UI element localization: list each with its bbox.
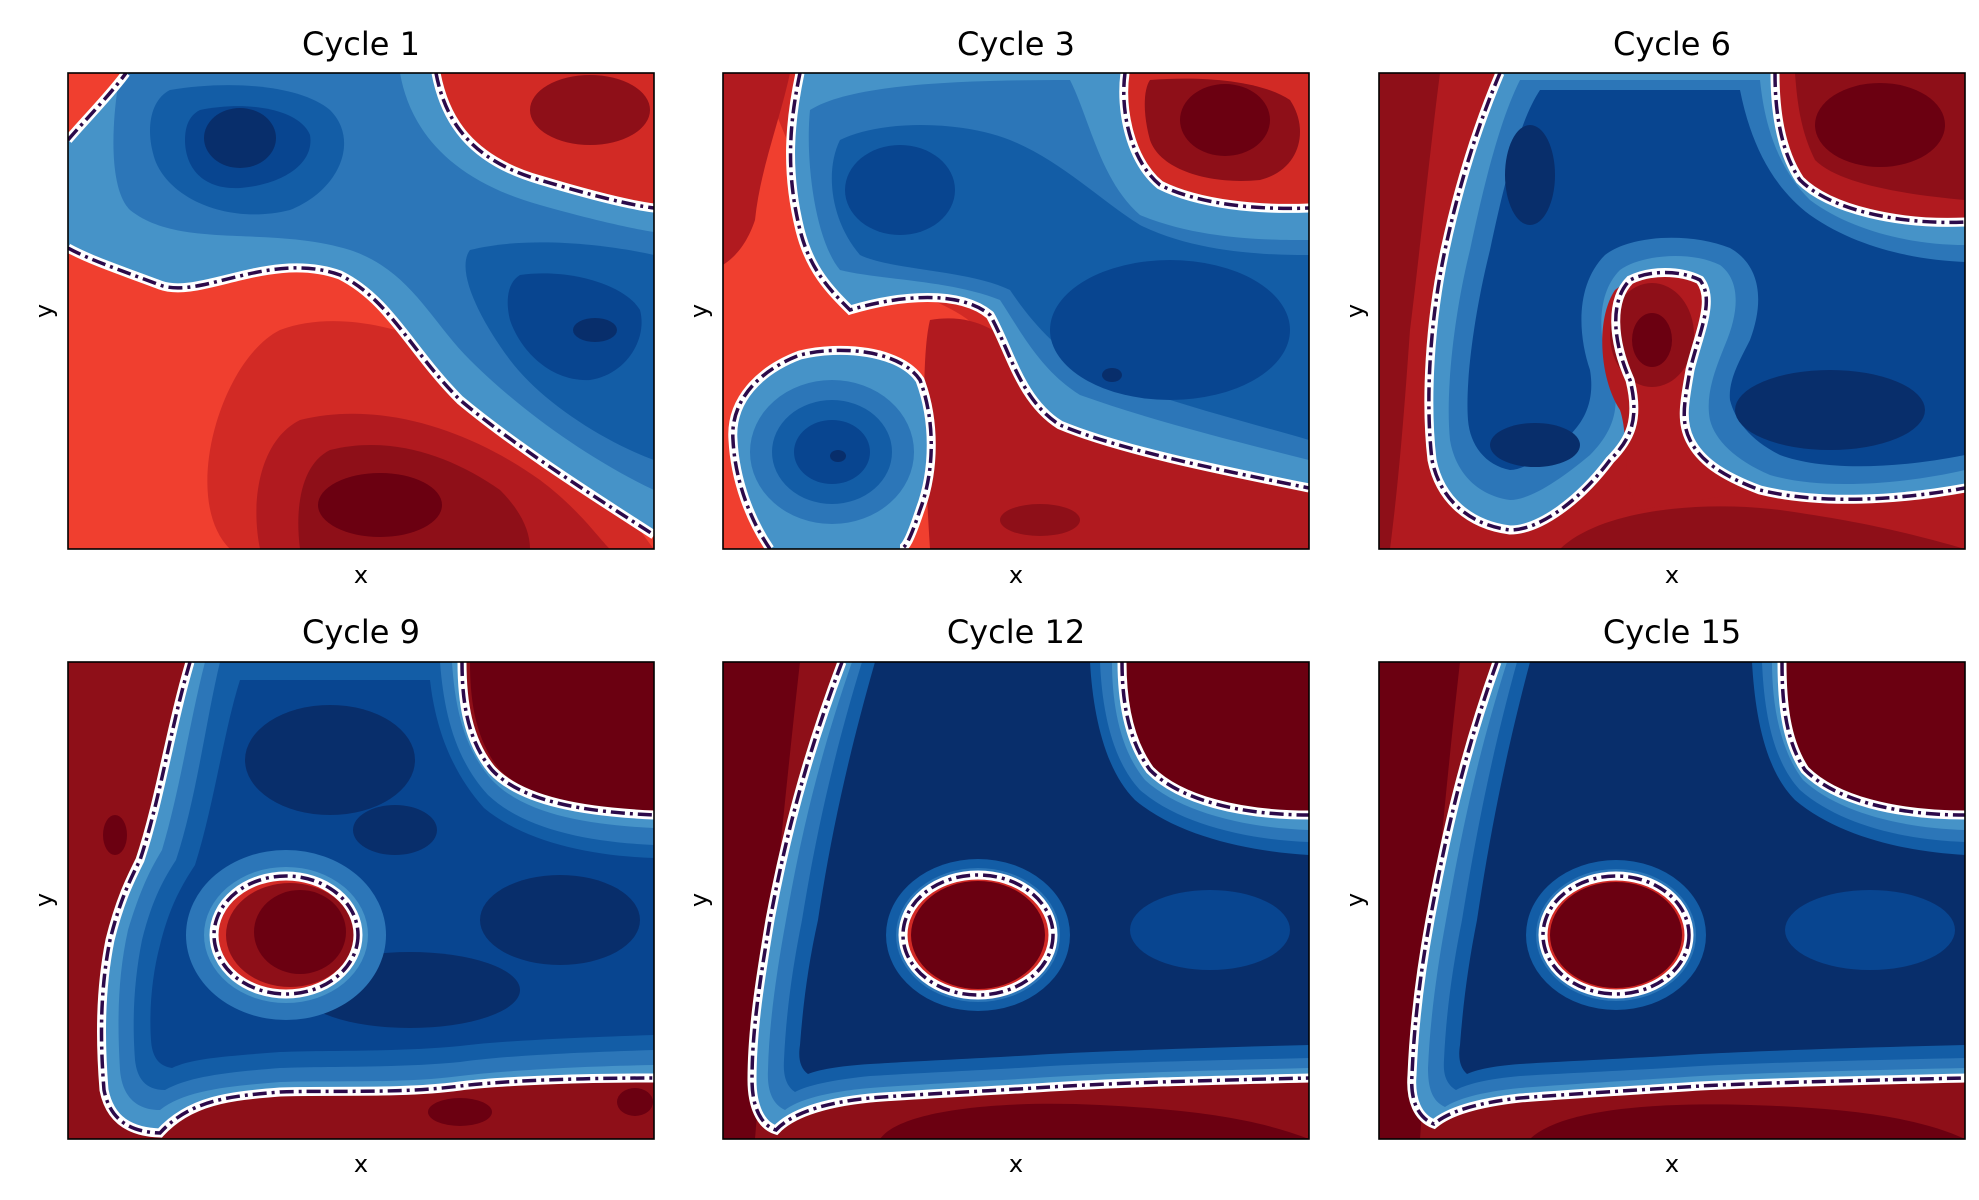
- y-axis-label-cycle-6: y: [1341, 304, 1369, 318]
- panel-title-cycle-12: Cycle 12: [947, 613, 1085, 651]
- positive-peak-bottom: [428, 1098, 492, 1126]
- positive-peak-corner: [530, 75, 650, 145]
- negative-peak-deep: [1785, 890, 1955, 970]
- negative-blob-level-4: [794, 420, 870, 484]
- negative-peak-a: [845, 145, 955, 235]
- panel-cycle-15: Cycle 15 x y: [1341, 613, 1966, 1178]
- panel-cycle-1: Cycle 1 x y: [30, 25, 655, 589]
- positive-region-bottom-peak: [1530, 1104, 1965, 1139]
- negative-peak-top: [204, 108, 276, 168]
- panel-cycle-3: Cycle 3 x y: [685, 25, 1310, 589]
- y-axis-label-cycle-12: y: [685, 893, 713, 907]
- zero-contour-upper: [68, 73, 128, 142]
- negative-peak-d: [480, 875, 640, 965]
- positive-region-corner: [1122, 662, 1309, 815]
- positive-peak-corner: [1815, 83, 1945, 167]
- circle-inclusion-peak: [911, 881, 1045, 989]
- positive-region-corner: [470, 662, 654, 810]
- axes-frame-cycle-15: [1378, 661, 1966, 1140]
- negative-peak-a: [1490, 423, 1580, 467]
- zero-contour-corner: [1773, 73, 1965, 225]
- y-axis-label-cycle-1: y: [30, 304, 58, 318]
- positive-peak-bottom: [318, 473, 442, 537]
- negative-peak-c: [1102, 368, 1122, 382]
- panel-cycle-9: Cycle 9 x y: [30, 613, 655, 1178]
- y-axis-label-cycle-15: y: [1341, 893, 1369, 907]
- contour-field-cycle-1: [68, 73, 654, 549]
- positive-peak-bottom-right: [617, 1088, 653, 1116]
- positive-peak-corner: [1180, 84, 1270, 156]
- zero-contour-main: [750, 662, 1309, 1132]
- zero-contour-corner: [1122, 73, 1309, 211]
- zero-contour-lower: [68, 246, 654, 537]
- negative-blob-peak: [830, 450, 846, 462]
- positive-peak-bottom: [1000, 504, 1080, 536]
- x-axis-label-cycle-9: x: [354, 1150, 368, 1178]
- positive-region-left-peak: [1379, 662, 1460, 1139]
- panel-title-cycle-1: Cycle 1: [302, 25, 420, 63]
- negative-peak-b: [1050, 260, 1290, 400]
- axes-frame-cycle-9: [67, 661, 655, 1140]
- zero-contour-corner: [1120, 662, 1309, 817]
- zero-contour-main: [99, 662, 654, 1135]
- contour-field-cycle-6: [1379, 73, 1965, 549]
- zero-contour-circle: [1541, 874, 1691, 996]
- zero-contour-circle: [212, 874, 360, 996]
- negative-peak-c: [1505, 125, 1555, 225]
- positive-region-left-level-3: [1379, 73, 1440, 549]
- y-axis-label-cycle-3: y: [685, 304, 713, 318]
- contour-field-cycle-15: [1379, 662, 1965, 1139]
- positive-region-left-peak: [723, 662, 800, 1139]
- panel-cycle-12: Cycle 12 x y: [685, 613, 1310, 1178]
- positive-region-bottom-level-3: [1560, 506, 1965, 549]
- axes-frame-cycle-12: [722, 661, 1310, 1140]
- axes-frame-cycle-1: [67, 72, 655, 550]
- contour-field-cycle-12: [723, 662, 1309, 1139]
- zero-contour-right: [434, 73, 654, 210]
- negative-peak-deep: [1130, 890, 1290, 970]
- panel-cycle-6: Cycle 6 x y: [1341, 25, 1966, 589]
- circle-inclusion-peak: [1550, 882, 1682, 988]
- negative-peak-a: [245, 705, 415, 815]
- positive-bulb-peak: [1632, 313, 1672, 367]
- x-axis-label-cycle-12: x: [1009, 1150, 1023, 1178]
- y-axis-label-cycle-9: y: [30, 893, 58, 907]
- zero-contour-upper: [788, 73, 1309, 490]
- positive-region-level-3: [723, 73, 790, 265]
- positive-region-bottom-peak: [880, 1103, 1309, 1139]
- axes-frame-cycle-6: [1378, 72, 1966, 550]
- panel-title-cycle-9: Cycle 9: [302, 613, 420, 651]
- zero-contour-main: [1427, 73, 1965, 532]
- negative-peak-b: [1735, 370, 1925, 450]
- positive-peak-left-a: [103, 815, 127, 855]
- x-axis-label-cycle-6: x: [1665, 561, 1679, 589]
- zero-contour-corner: [460, 662, 654, 817]
- axes-frame-cycle-3: [722, 72, 1310, 550]
- zero-contour-blob: [731, 348, 933, 549]
- negative-peak-right: [573, 318, 617, 342]
- panel-title-cycle-6: Cycle 6: [1613, 25, 1731, 63]
- x-axis-label-cycle-1: x: [354, 561, 368, 589]
- circle-inclusion-peak: [254, 890, 346, 974]
- zero-contour-main: [1409, 662, 1965, 1127]
- contour-field-cycle-9: [68, 662, 654, 1139]
- contour-field-cycle-3: [723, 73, 1309, 549]
- zero-contour-circle: [901, 873, 1055, 997]
- zero-contour-corner: [1780, 662, 1965, 817]
- x-axis-label-cycle-15: x: [1665, 1150, 1679, 1178]
- positive-region-corner: [1782, 662, 1965, 815]
- negative-peak-c: [353, 805, 437, 855]
- x-axis-label-cycle-3: x: [1009, 561, 1023, 589]
- panel-title-cycle-15: Cycle 15: [1603, 613, 1741, 651]
- panel-title-cycle-3: Cycle 3: [957, 25, 1075, 63]
